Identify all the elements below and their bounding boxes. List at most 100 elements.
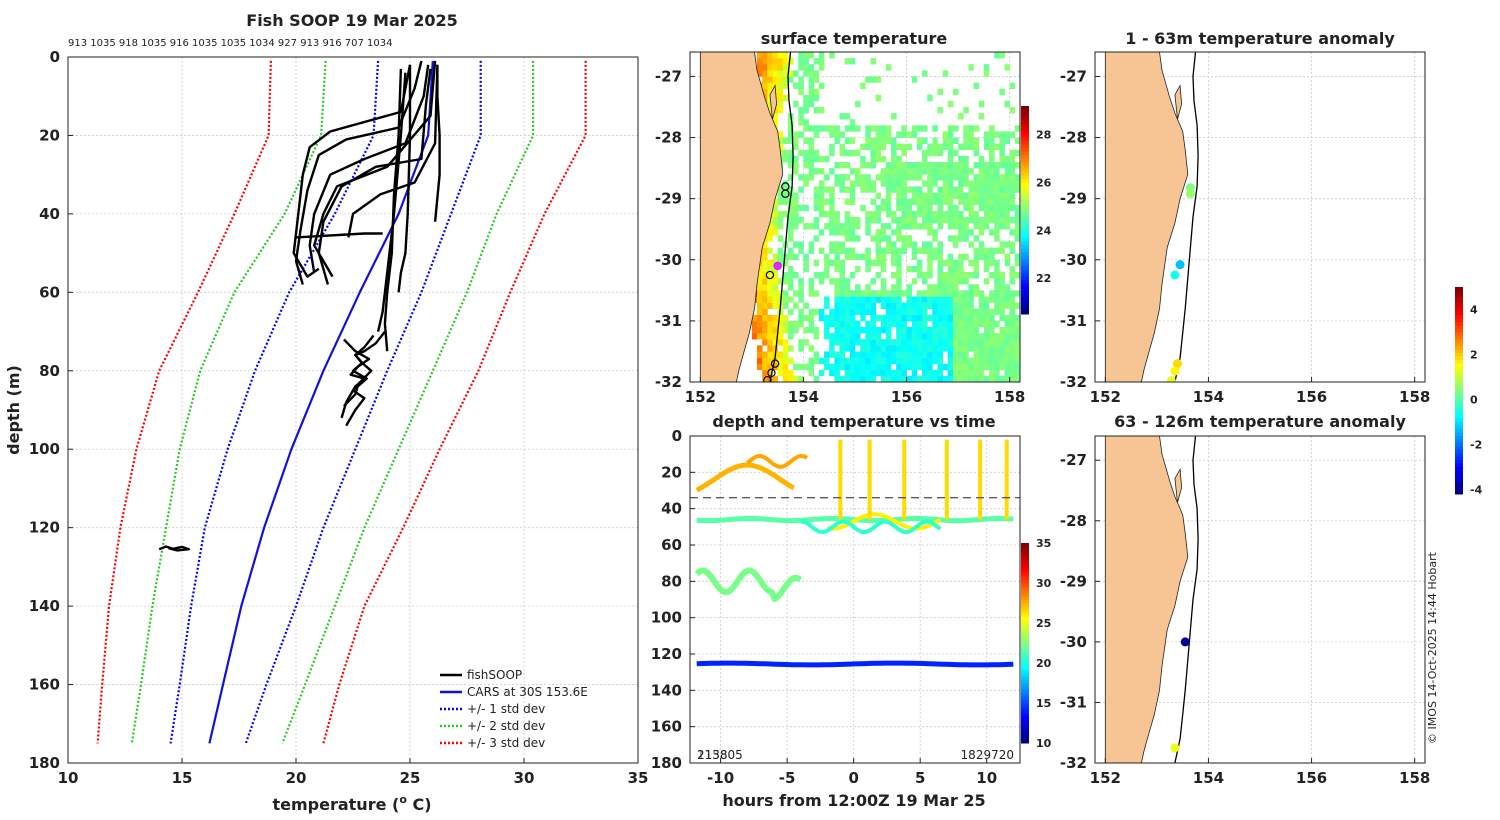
sst-cell <box>767 52 773 59</box>
sst-cell <box>844 235 851 242</box>
sst-cell <box>958 278 964 285</box>
sst-cell <box>870 339 876 346</box>
sst-cell <box>772 210 778 218</box>
sst-cell <box>942 192 949 199</box>
sst-cell <box>963 198 969 206</box>
sst-cell <box>942 259 949 267</box>
sst-cell <box>762 241 768 248</box>
sst-cell <box>953 302 959 309</box>
sst-cell <box>788 375 794 382</box>
sst-cell <box>983 339 990 346</box>
sst-cell <box>968 345 974 352</box>
sst-cell <box>855 180 861 187</box>
sst-cell <box>788 125 794 132</box>
sst-cell <box>870 259 876 267</box>
sst-cell <box>880 198 887 206</box>
sst-cell <box>891 155 897 163</box>
sst-cell <box>958 113 964 120</box>
sst-cell <box>803 155 809 163</box>
sst-cell <box>834 162 840 169</box>
sst-cell <box>875 76 882 83</box>
sst-cell <box>818 272 825 279</box>
sst-cell <box>808 247 815 254</box>
sst-cell <box>793 253 799 261</box>
sst-cell <box>803 180 809 187</box>
sst-cell <box>927 333 933 340</box>
sst-cell <box>875 259 882 267</box>
sst-cell <box>994 229 1000 236</box>
sst-cell <box>777 52 784 59</box>
sst-cell <box>777 210 784 218</box>
sst-cell <box>798 88 804 96</box>
sst-cell <box>762 278 768 285</box>
sst-cell <box>782 296 789 303</box>
sst-cell <box>751 320 758 328</box>
sst-cell <box>937 375 943 382</box>
sst-cell <box>1009 302 1016 309</box>
sst-cell <box>772 327 778 334</box>
sst-cell <box>906 333 913 340</box>
sst-cell <box>937 284 943 291</box>
sst-cell <box>849 327 856 334</box>
sst-cell <box>932 296 938 303</box>
fishsoop-profile-10 <box>383 68 403 352</box>
sst-cell <box>777 94 784 102</box>
sst-cell <box>777 217 784 224</box>
sst-cell <box>942 320 949 328</box>
sst-cell <box>963 290 969 297</box>
sst-cell <box>793 241 799 248</box>
sst-cell <box>947 235 954 242</box>
sst-cell <box>989 162 995 169</box>
x-tick-label: 152 <box>1090 388 1121 406</box>
sst-cell <box>901 143 907 151</box>
sst-cell <box>1009 107 1016 114</box>
sst-cell <box>906 302 913 309</box>
sst-cell <box>865 229 871 236</box>
sst-cell <box>829 241 835 248</box>
sst-cell <box>818 198 825 206</box>
sst-cell <box>870 217 876 224</box>
sst-cell <box>989 155 995 163</box>
sst-cell <box>973 284 980 291</box>
sst-cell <box>953 327 959 334</box>
sst-cell <box>834 363 840 371</box>
sst-cell <box>994 131 1000 138</box>
sst-cell <box>978 204 985 212</box>
sst-cell <box>927 210 933 218</box>
sst-cell <box>896 290 902 297</box>
sst-cell <box>875 204 882 212</box>
sst-cell <box>793 82 799 89</box>
sst-cell <box>922 70 928 77</box>
sst-cell <box>958 180 964 187</box>
sst-cell <box>844 345 851 352</box>
sst-cell <box>875 235 882 242</box>
sst-cell <box>824 253 830 261</box>
sst-cell <box>911 333 918 340</box>
sst-cell <box>870 278 876 285</box>
sst-cell <box>1004 241 1010 248</box>
sst-cell <box>803 174 809 181</box>
sst-cell <box>767 58 773 65</box>
sst-cell <box>947 290 954 297</box>
x-tick-label: 156 <box>1296 769 1327 787</box>
sst-cell <box>875 345 882 352</box>
sst-cell <box>958 229 964 236</box>
sst-cell <box>901 186 907 193</box>
sst-cell <box>989 204 995 212</box>
sst-cell <box>793 155 799 163</box>
sst-cell <box>963 137 969 144</box>
sst-cell <box>932 302 938 309</box>
sst-cell <box>777 278 784 285</box>
sst-cell <box>767 88 773 96</box>
sst-cell <box>1004 327 1010 334</box>
sst-cell <box>767 259 773 267</box>
sst-cell <box>803 253 809 261</box>
sst-cell <box>818 278 825 285</box>
sst-cell <box>1020 351 1026 357</box>
sst-cell <box>870 375 876 382</box>
map-layer <box>699 52 1026 382</box>
sst-cell <box>978 345 985 352</box>
sst-cell <box>922 247 928 254</box>
sst-cell <box>963 204 969 212</box>
sst-cell <box>911 131 918 138</box>
